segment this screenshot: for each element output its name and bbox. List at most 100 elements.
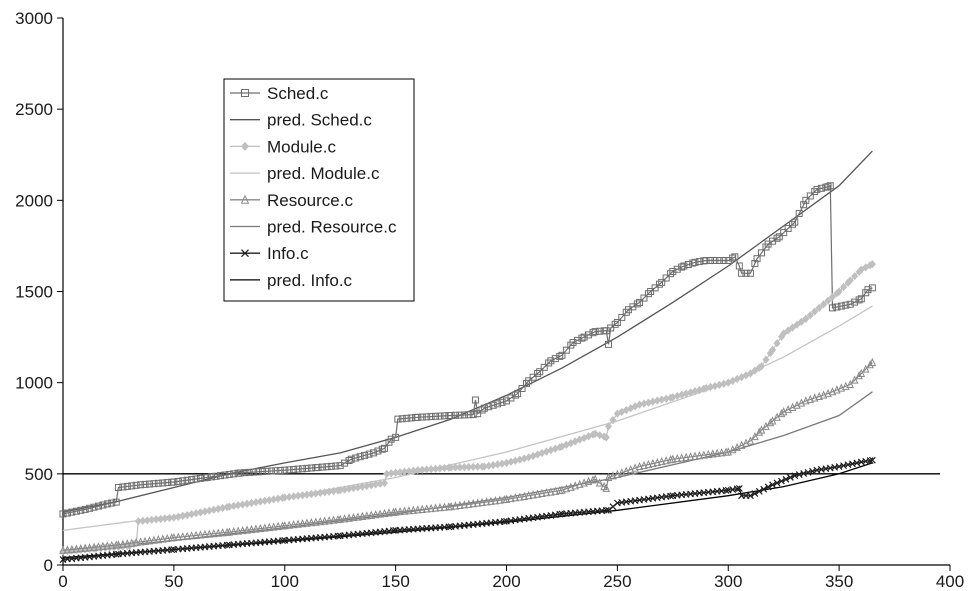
y-tick-label: 2500 xyxy=(15,100,53,119)
data-point-square xyxy=(225,470,233,478)
data-point-triangle xyxy=(240,194,250,204)
data-point-square xyxy=(724,257,732,265)
data-point-square xyxy=(221,471,229,479)
data-point-triangle xyxy=(602,483,611,492)
data-point-square xyxy=(669,267,677,275)
data-point-square xyxy=(103,500,111,508)
data-point-square xyxy=(691,258,699,266)
data-point-square xyxy=(573,336,581,344)
data-point-triangle xyxy=(174,532,183,541)
data-point-square xyxy=(534,370,542,378)
data-point-triangle xyxy=(491,496,500,505)
data-point-square xyxy=(230,470,238,478)
data-point-triangle xyxy=(473,498,482,507)
data-point-square xyxy=(196,474,204,482)
data-point-square xyxy=(613,318,621,326)
data-point-triangle xyxy=(141,536,149,545)
data-point-square xyxy=(285,466,293,474)
data-point-square xyxy=(822,183,830,191)
data-point-x xyxy=(168,546,176,554)
prediction-line xyxy=(62,150,873,513)
legend-label: Info.c xyxy=(267,244,309,263)
data-point-triangle xyxy=(163,533,172,543)
data-point-square xyxy=(128,482,136,490)
data-point-square xyxy=(290,465,298,473)
data-point-triangle xyxy=(312,517,320,526)
data-point-square xyxy=(585,331,593,339)
data-point-diamond xyxy=(820,300,828,309)
data-point-square xyxy=(94,502,102,510)
data-point-diamond xyxy=(840,283,848,292)
legend-item: pred. Sched.c xyxy=(230,111,372,130)
data-point-triangle xyxy=(595,478,604,487)
data-point-square xyxy=(108,499,116,507)
legend-label: pred. Sched.c xyxy=(267,111,372,130)
data-point-square xyxy=(432,412,440,420)
data-point-triangle xyxy=(187,531,196,540)
data-point-square xyxy=(314,463,322,471)
data-point-square xyxy=(731,253,739,261)
data-point-square xyxy=(837,302,845,310)
data-point-triangle xyxy=(234,526,242,535)
data-point-square xyxy=(791,218,799,226)
data-point-square xyxy=(170,478,178,486)
data-point-triangle xyxy=(511,493,520,502)
data-point-triangle xyxy=(358,511,367,520)
data-point-triangle xyxy=(72,544,81,553)
data-point-square xyxy=(323,463,331,471)
data-point-diamond xyxy=(802,314,810,323)
data-point-square xyxy=(824,183,832,191)
data-point-square xyxy=(738,269,746,277)
data-point-square xyxy=(272,467,280,475)
data-point-square xyxy=(318,463,326,471)
data-point-triangle xyxy=(274,521,282,531)
data-point-diamond xyxy=(835,287,843,296)
data-point-square xyxy=(667,270,675,278)
data-point-square xyxy=(276,466,284,474)
data-point-square xyxy=(347,455,355,463)
data-point-triangle xyxy=(708,449,717,458)
data-point-x xyxy=(760,485,768,493)
data-point-square xyxy=(378,445,386,453)
data-point-triangle xyxy=(238,525,247,535)
data-point-square xyxy=(307,464,315,472)
data-point-triangle xyxy=(385,508,393,517)
data-point-diamond xyxy=(789,323,797,332)
x-tick-label: 250 xyxy=(603,572,631,591)
data-point-square xyxy=(758,249,766,257)
data-point-diamond xyxy=(769,345,777,354)
data-point-square xyxy=(489,401,497,409)
data-point-square xyxy=(596,327,604,335)
data-point-triangle xyxy=(99,541,107,550)
data-point-x xyxy=(773,479,781,487)
data-point-triangle xyxy=(613,469,622,478)
data-point-triangle xyxy=(575,479,584,488)
data-point-x xyxy=(722,487,730,494)
data-point-triangle xyxy=(418,504,427,513)
x-axis-ticks: 0 50 100 150 200 250 300 350 400 xyxy=(58,565,964,591)
legend-item: pred. Resource.c xyxy=(230,218,397,237)
data-point-triangle xyxy=(451,501,460,510)
data-point-square xyxy=(511,391,519,399)
data-point-square xyxy=(518,385,526,393)
data-point-square xyxy=(460,411,468,419)
data-point-square xyxy=(547,357,555,365)
data-point-triangle xyxy=(436,503,444,512)
series-info-c xyxy=(59,456,876,563)
data-point-triangle xyxy=(214,528,223,537)
data-point-triangle xyxy=(589,475,597,484)
data-point-square xyxy=(846,300,854,308)
data-point-square xyxy=(208,473,216,481)
data-point-triangle xyxy=(538,488,546,498)
data-point-diamond xyxy=(793,320,801,329)
data-point-triangle xyxy=(551,486,560,495)
data-point-triangle xyxy=(108,540,116,550)
data-point-diamond xyxy=(609,415,617,425)
data-point-triangle xyxy=(247,524,256,534)
data-point-diamond xyxy=(757,362,766,371)
axes: 0 50 100 150 200 250 300 350 400 0 500 1000 1500 200… xyxy=(15,9,964,591)
data-point-triangle xyxy=(626,464,635,474)
data-point-square xyxy=(451,411,459,419)
data-point-square xyxy=(465,411,473,419)
data-point-square xyxy=(658,278,666,286)
